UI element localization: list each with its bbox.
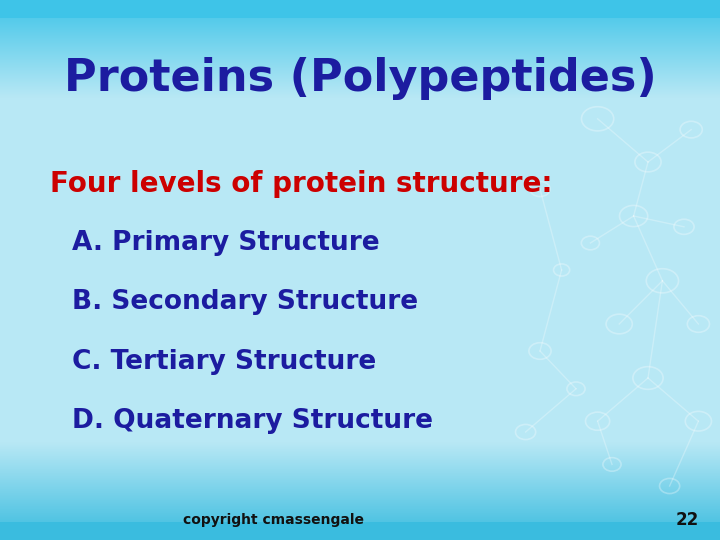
Text: B. Secondary Structure: B. Secondary Structure [72,289,418,315]
Text: copyright cmassengale: copyright cmassengale [183,513,364,527]
Text: C. Tertiary Structure: C. Tertiary Structure [72,349,377,375]
Text: A. Primary Structure: A. Primary Structure [72,230,379,256]
FancyBboxPatch shape [0,522,720,540]
Text: 22: 22 [675,511,698,529]
Text: Proteins (Polypeptides): Proteins (Polypeptides) [63,57,657,100]
Text: Four levels of protein structure:: Four levels of protein structure: [50,170,553,198]
Text: D. Quaternary Structure: D. Quaternary Structure [72,408,433,434]
FancyBboxPatch shape [0,0,720,18]
